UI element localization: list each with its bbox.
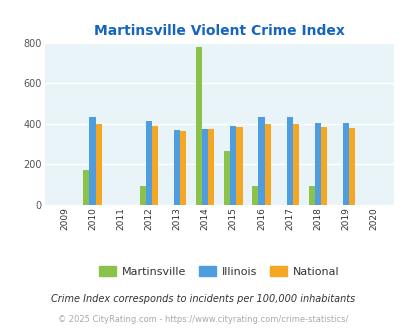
Bar: [202, 129, 208, 205]
Bar: [264, 124, 270, 205]
Bar: [208, 129, 214, 205]
Text: Crime Index corresponds to incidents per 100,000 inhabitants: Crime Index corresponds to incidents per…: [51, 294, 354, 304]
Bar: [89, 117, 96, 205]
Bar: [342, 123, 348, 205]
Bar: [224, 151, 230, 205]
Bar: [258, 117, 264, 205]
Bar: [151, 126, 158, 205]
Bar: [236, 127, 242, 205]
Bar: [180, 131, 186, 205]
Bar: [96, 124, 102, 205]
Bar: [314, 123, 320, 205]
Bar: [286, 117, 292, 205]
Title: Martinsville Violent Crime Index: Martinsville Violent Crime Index: [94, 23, 344, 38]
Bar: [252, 186, 258, 205]
Bar: [139, 186, 145, 205]
Text: © 2025 CityRating.com - https://www.cityrating.com/crime-statistics/: © 2025 CityRating.com - https://www.city…: [58, 315, 347, 324]
Bar: [145, 121, 151, 205]
Bar: [230, 126, 236, 205]
Bar: [292, 124, 298, 205]
Bar: [348, 128, 354, 205]
Bar: [195, 47, 202, 205]
Bar: [308, 186, 314, 205]
Bar: [173, 130, 180, 205]
Bar: [83, 170, 89, 205]
Legend: Martinsville, Illinois, National: Martinsville, Illinois, National: [95, 262, 343, 281]
Bar: [320, 127, 326, 205]
